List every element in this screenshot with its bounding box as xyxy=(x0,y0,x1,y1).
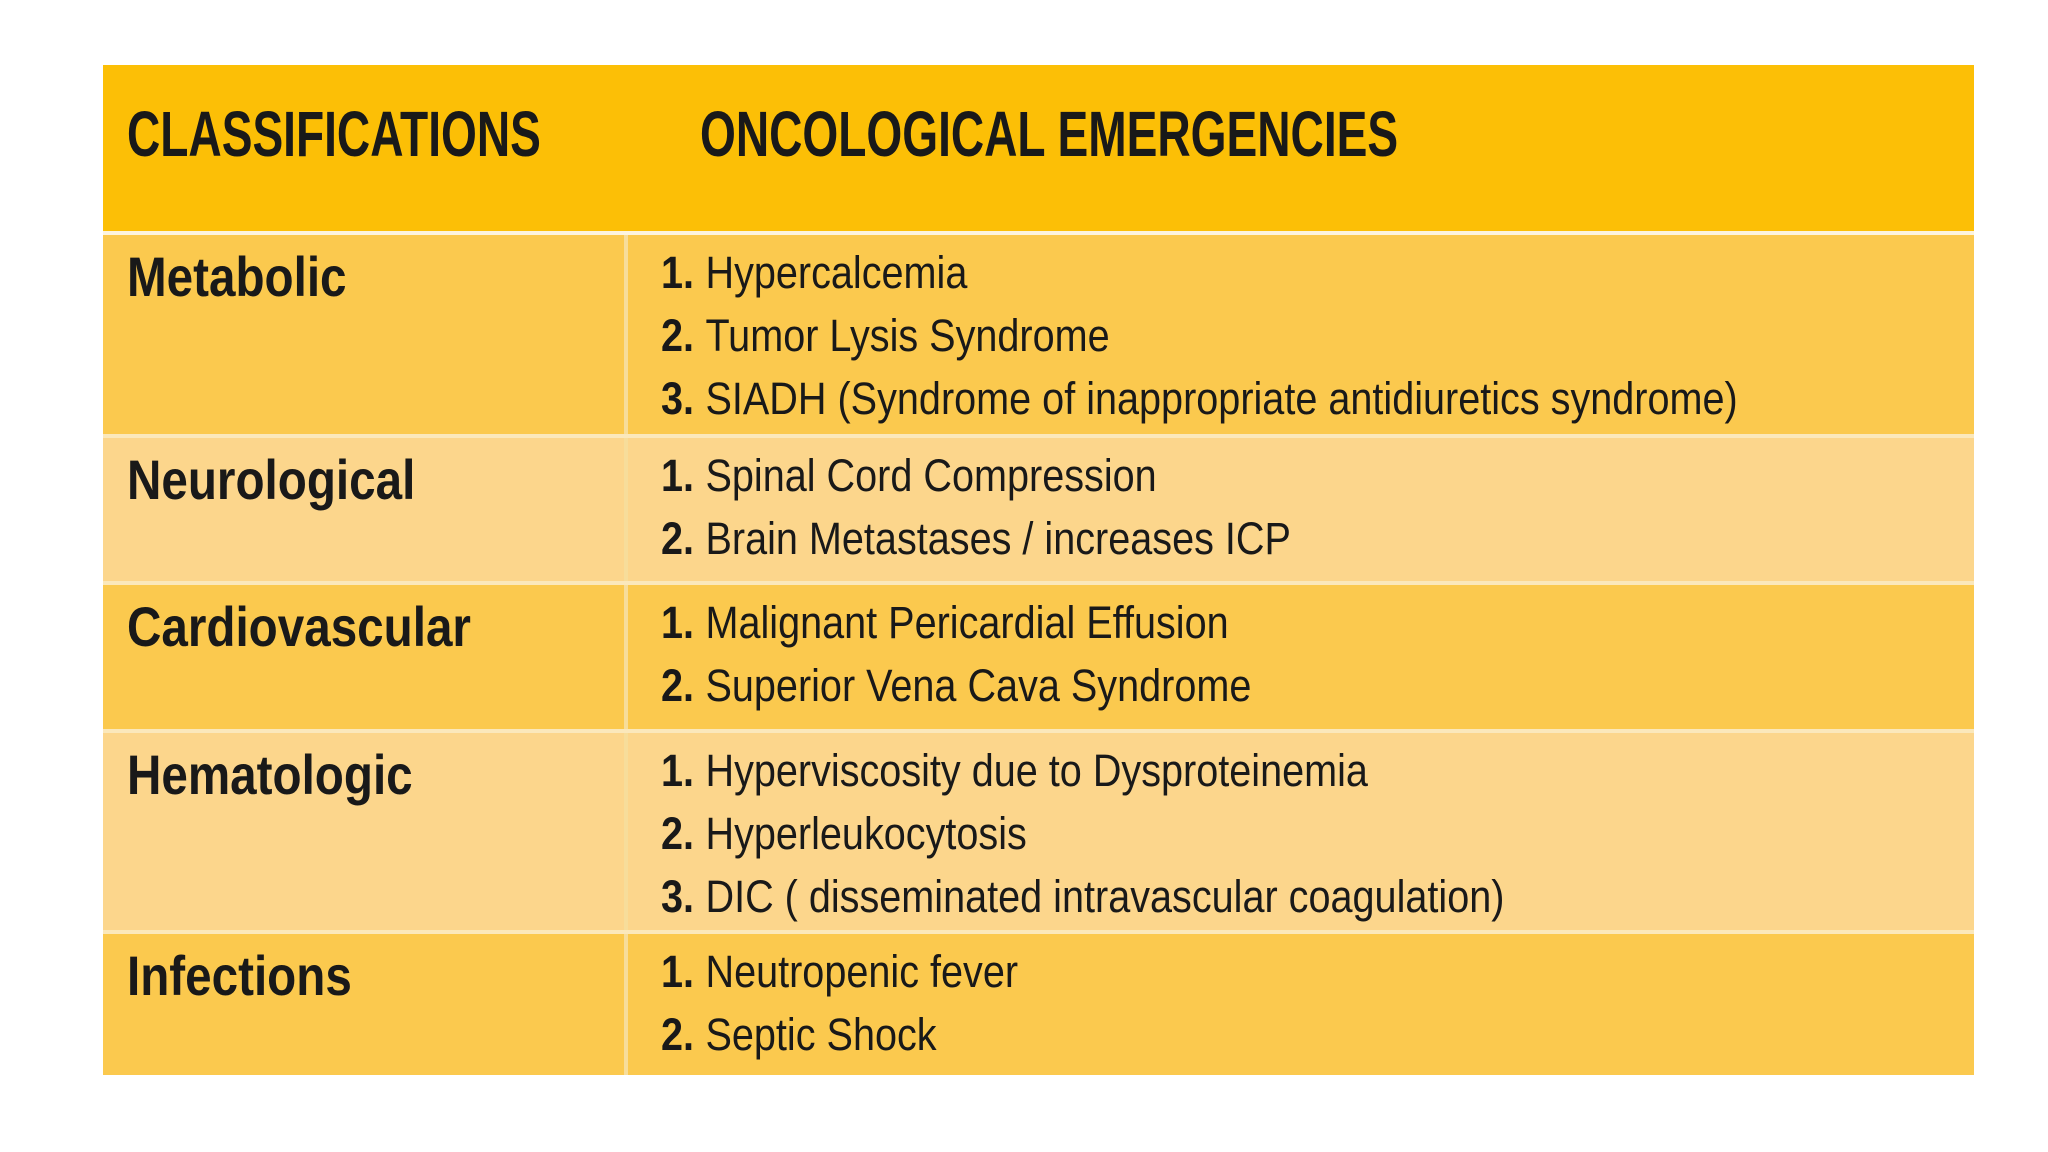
item-text: Hyperviscosity due to Dysproteinemia xyxy=(705,745,1368,796)
item-number: 1. xyxy=(661,597,695,648)
header-cell-oncological-emergencies: ONCOLOGICAL EMERGENCIES xyxy=(632,65,1974,231)
table-header-row: CLASSIFICATIONS ONCOLOGICAL EMERGENCIES xyxy=(103,65,1974,235)
category-label: Infections xyxy=(127,944,352,1007)
item-list: 1. Spinal Cord Compression 2. Brain Metasta… xyxy=(661,444,1964,570)
item-number: 2. xyxy=(661,660,695,711)
item-text: Hypercalcemia xyxy=(705,247,968,298)
items-cell: 1. Malignant Pericardial Effusion 2. Superi… xyxy=(628,585,1974,729)
list-item: 1. Malignant Pericardial Effusion xyxy=(661,591,1229,654)
category-cell: Infections xyxy=(103,934,628,1075)
item-number: 1. xyxy=(661,946,695,997)
item-number: 2. xyxy=(661,1009,695,1060)
item-number: 1. xyxy=(661,745,695,796)
table-row: Metabolic 1. Hypercalcemia 2. Tumor Lysis S… xyxy=(103,235,1974,434)
item-list: 1. Neutropenic fever 2. Septic Shock xyxy=(661,940,1964,1066)
category-label: Metabolic xyxy=(127,245,347,308)
category-cell: Metabolic xyxy=(103,235,628,434)
item-text: SIADH (Syndrome of inappropriate antidiu… xyxy=(705,373,1738,424)
item-list: 1. Hypercalcemia 2. Tumor Lysis Syndrome 3. S… xyxy=(661,241,1964,430)
item-text: Spinal Cord Compression xyxy=(705,450,1157,501)
item-number: 1. xyxy=(661,247,695,298)
items-cell: 1. Spinal Cord Compression 2. Brain Metasta… xyxy=(628,438,1974,581)
item-list: 1. Hyperviscosity due to Dysproteinemia 2.… xyxy=(661,739,1964,928)
list-item: 2. Hyperleukocytosis xyxy=(661,802,1027,865)
item-text: Malignant Pericardial Effusion xyxy=(705,597,1229,648)
oncology-emergencies-table: CLASSIFICATIONS ONCOLOGICAL EMERGENCIES … xyxy=(103,65,1974,1075)
item-text: Neutropenic fever xyxy=(705,946,1019,997)
item-list: 1. Malignant Pericardial Effusion 2. Superi… xyxy=(661,591,1964,717)
item-number: 2. xyxy=(661,513,695,564)
table-row: Hematologic 1. Hyperviscosity due to Dysp… xyxy=(103,729,1974,930)
list-item: 1. Neutropenic fever xyxy=(661,940,1018,1003)
table-row: Cardiovascular 1. Malignant Pericardial E… xyxy=(103,581,1974,729)
items-cell: 1. Neutropenic fever 2. Septic Shock xyxy=(628,934,1974,1075)
table-row: Infections 1. Neutropenic fever 2. Septic S… xyxy=(103,930,1974,1075)
classifications-header-label: CLASSIFICATIONS xyxy=(127,98,541,170)
list-item: 2. Tumor Lysis Syndrome xyxy=(661,304,1110,367)
list-item: 2. Superior Vena Cava Syndrome xyxy=(661,654,1251,717)
category-cell: Hematologic xyxy=(103,733,628,930)
category-label: Hematologic xyxy=(127,743,413,806)
category-cell: Neurological xyxy=(103,438,628,581)
header-cell-classifications: CLASSIFICATIONS xyxy=(103,65,632,231)
item-text: Brain Metastases / increases ICP xyxy=(705,513,1291,564)
items-cell: 1. Hypercalcemia 2. Tumor Lysis Syndrome 3. S… xyxy=(628,235,1974,434)
category-label: Neurological xyxy=(127,448,416,511)
list-item: 3. DIC ( disseminated intravascular coagu… xyxy=(661,865,1504,928)
list-item: 1. Hypercalcemia xyxy=(661,241,967,304)
item-text: Hyperleukocytosis xyxy=(705,808,1027,859)
category-label: Cardiovascular xyxy=(127,595,471,658)
list-item: 1. Hyperviscosity due to Dysproteinemia xyxy=(661,739,1368,802)
table-body: Metabolic 1. Hypercalcemia 2. Tumor Lysis S… xyxy=(103,235,1974,1075)
oncological-emergencies-header-label: ONCOLOGICAL EMERGENCIES xyxy=(700,98,1399,170)
list-item: 2. Brain Metastases / increases ICP xyxy=(661,507,1291,570)
item-number: 2. xyxy=(661,310,695,361)
item-text: Superior Vena Cava Syndrome xyxy=(705,660,1252,711)
item-text: Septic Shock xyxy=(705,1009,937,1060)
item-number: 1. xyxy=(661,450,695,501)
category-cell: Cardiovascular xyxy=(103,585,628,729)
items-cell: 1. Hyperviscosity due to Dysproteinemia 2.… xyxy=(628,733,1974,930)
list-item: 2. Septic Shock xyxy=(661,1003,937,1066)
item-text: Tumor Lysis Syndrome xyxy=(705,310,1110,361)
item-number: 2. xyxy=(661,808,695,859)
item-number: 3. xyxy=(661,373,695,424)
item-number: 3. xyxy=(661,871,695,922)
item-text: DIC ( disseminated intravascular coagula… xyxy=(705,871,1505,922)
list-item: 1. Spinal Cord Compression xyxy=(661,444,1157,507)
table-row: Neurological 1. Spinal Cord Compression 2.… xyxy=(103,434,1974,581)
list-item: 3. SIADH (Syndrome of inappropriate antid… xyxy=(661,367,1738,430)
